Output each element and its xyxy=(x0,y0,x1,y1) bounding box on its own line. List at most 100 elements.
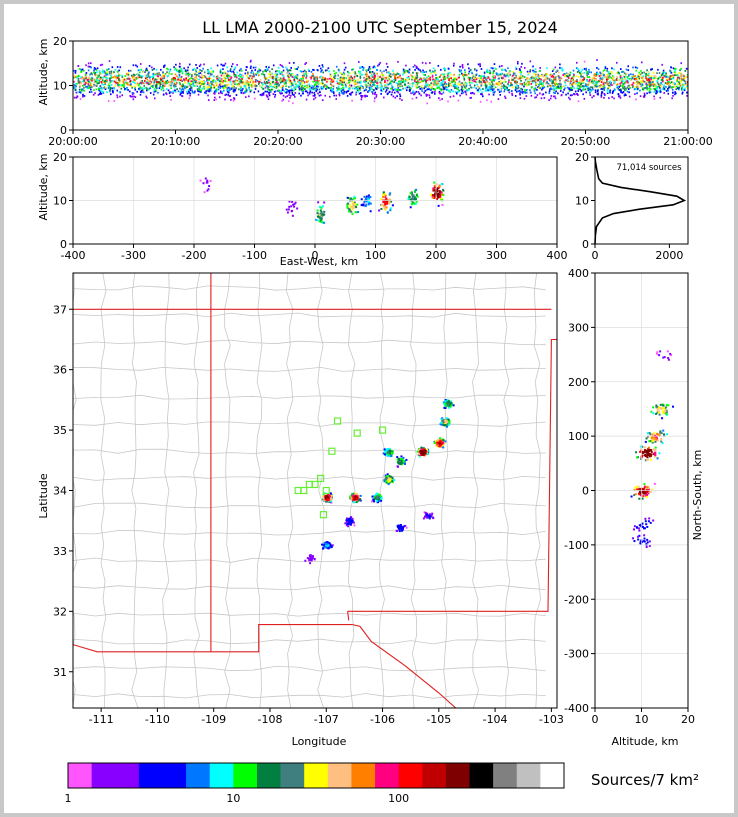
data-point xyxy=(104,83,106,86)
data-point xyxy=(567,96,570,99)
county-line xyxy=(255,273,263,708)
data-point xyxy=(500,87,503,90)
data-point xyxy=(207,68,209,71)
data-point xyxy=(407,75,410,78)
data-point xyxy=(454,81,456,84)
data-point xyxy=(549,74,552,76)
data-point xyxy=(481,78,483,81)
data-point xyxy=(597,73,599,76)
data-point xyxy=(656,81,659,84)
data-point xyxy=(534,68,537,71)
data-point xyxy=(106,71,109,73)
data-point xyxy=(638,529,641,532)
data-point xyxy=(636,80,638,83)
data-point xyxy=(177,90,180,93)
data-point xyxy=(83,95,86,97)
data-point xyxy=(232,99,235,102)
data-point xyxy=(425,70,427,73)
data-point xyxy=(118,86,121,88)
data-point xyxy=(676,78,679,81)
data-point xyxy=(374,86,377,89)
data-point xyxy=(599,84,601,87)
data-point xyxy=(613,76,615,78)
data-point xyxy=(385,78,387,81)
data-point xyxy=(661,63,664,66)
data-point xyxy=(384,208,387,211)
data-point xyxy=(317,201,320,204)
county-line xyxy=(378,273,387,708)
data-point xyxy=(408,195,411,198)
data-point xyxy=(355,86,357,89)
data-point xyxy=(160,86,163,89)
data-point xyxy=(110,76,113,79)
data-point xyxy=(649,84,652,87)
data-point xyxy=(494,90,496,93)
data-point xyxy=(533,88,535,91)
data-point xyxy=(509,70,511,72)
data-point xyxy=(360,86,362,89)
data-point xyxy=(141,87,144,90)
data-point xyxy=(143,71,146,74)
data-point xyxy=(606,83,609,86)
data-point xyxy=(482,88,484,90)
data-point xyxy=(319,67,322,70)
data-point xyxy=(197,93,200,96)
data-point xyxy=(254,69,257,71)
data-point xyxy=(439,87,441,90)
data-point xyxy=(335,65,338,68)
data-point xyxy=(300,80,303,83)
data-point xyxy=(252,75,254,78)
data-point xyxy=(146,96,148,99)
data-point xyxy=(401,81,404,84)
data-point xyxy=(336,80,338,83)
data-point xyxy=(277,66,280,69)
data-point xyxy=(267,86,269,89)
data-point xyxy=(151,84,154,87)
data-point xyxy=(644,87,647,89)
data-point xyxy=(675,92,677,95)
data-point xyxy=(674,72,677,75)
data-point xyxy=(639,491,642,494)
data-point xyxy=(377,75,379,78)
data-point xyxy=(184,69,187,72)
data-point xyxy=(187,75,190,78)
data-point xyxy=(563,80,566,82)
data-point xyxy=(371,73,373,75)
data-point xyxy=(158,81,160,84)
data-point xyxy=(634,86,637,89)
data-point xyxy=(429,78,432,81)
data-point xyxy=(650,458,653,461)
data-point xyxy=(662,69,665,72)
data-point xyxy=(535,79,537,82)
data-point xyxy=(617,95,620,98)
data-point xyxy=(613,82,615,85)
data-point xyxy=(304,88,306,90)
data-point xyxy=(249,85,252,87)
data-point xyxy=(415,65,418,68)
data-point xyxy=(492,93,495,96)
data-point xyxy=(588,87,591,90)
data-point xyxy=(654,85,657,88)
data-point xyxy=(384,79,386,82)
data-point xyxy=(358,92,361,95)
data-point xyxy=(213,86,216,89)
data-point xyxy=(646,83,648,86)
data-point xyxy=(140,89,143,92)
data-point xyxy=(145,95,147,98)
data-point xyxy=(339,89,342,92)
data-point xyxy=(394,96,397,99)
data-point xyxy=(312,80,314,83)
data-point xyxy=(288,205,291,208)
data-point xyxy=(661,74,663,77)
data-point xyxy=(313,84,316,87)
data-point xyxy=(474,80,477,83)
data-point xyxy=(98,77,101,80)
data-point xyxy=(97,74,99,77)
data-point xyxy=(156,87,158,90)
data-point xyxy=(651,488,654,491)
data-point xyxy=(235,94,238,96)
data-point xyxy=(497,88,500,91)
data-point xyxy=(198,75,200,78)
data-point xyxy=(146,78,149,81)
data-point xyxy=(350,210,353,213)
